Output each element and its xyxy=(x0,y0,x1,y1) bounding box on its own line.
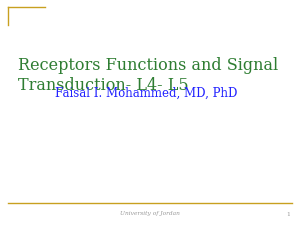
Text: 1: 1 xyxy=(286,212,290,216)
Text: Receptors Functions and Signal
Transduction- L4- L5: Receptors Functions and Signal Transduct… xyxy=(18,57,278,94)
Text: Faisal I. Mohammed, MD, PhD: Faisal I. Mohammed, MD, PhD xyxy=(55,87,237,100)
Text: University of Jordan: University of Jordan xyxy=(120,212,180,216)
